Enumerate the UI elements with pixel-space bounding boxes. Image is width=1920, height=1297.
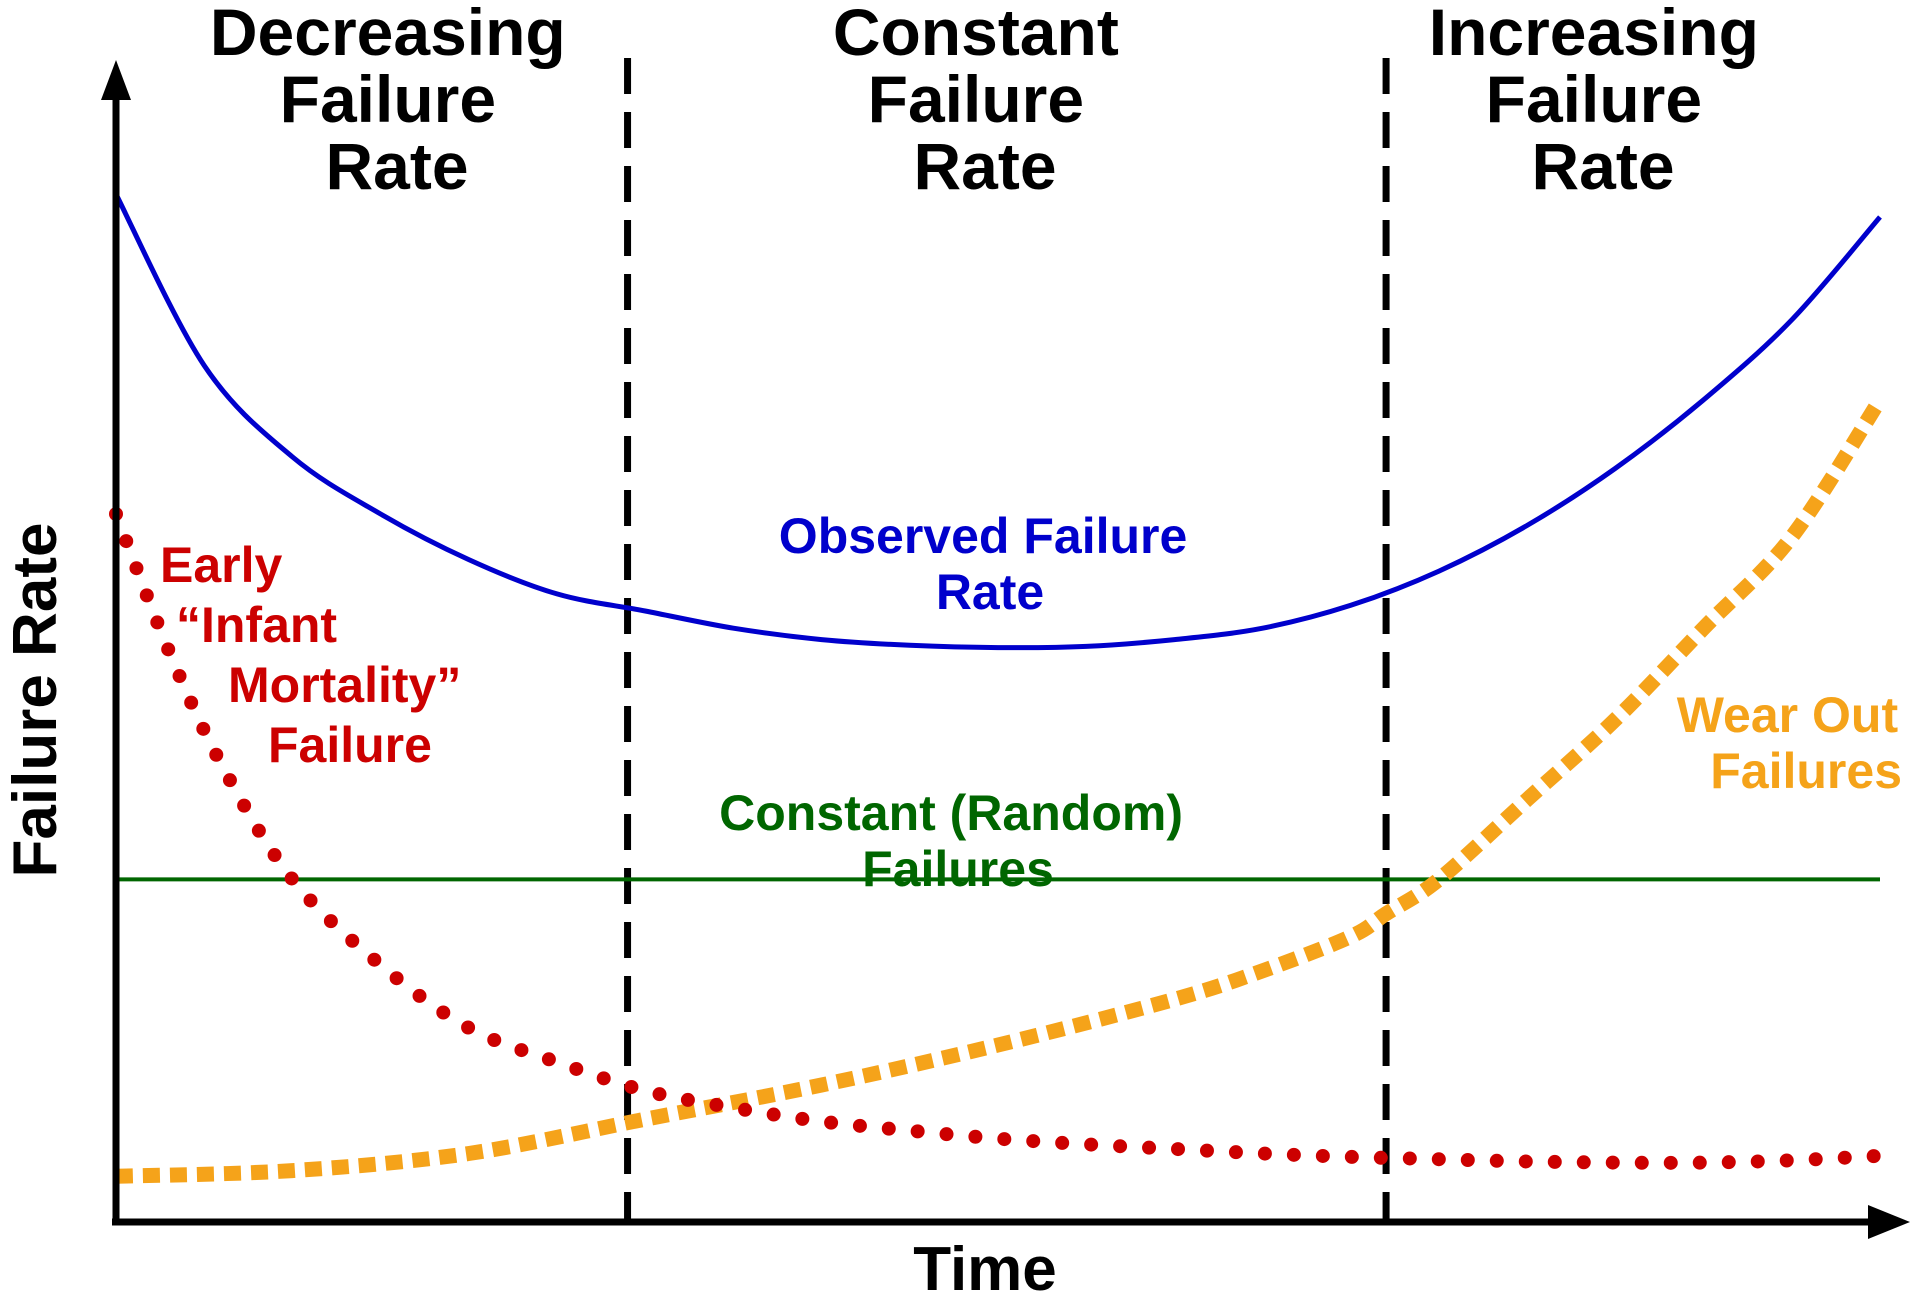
region-header-decreasing-line-1: Decreasing [210, 0, 566, 69]
region-header-increasing-line-2: Failure [1486, 62, 1702, 136]
constant-label-line-1: Constant (Random) [719, 785, 1183, 841]
region-header-constant: Constant Failure Rate [833, 0, 1137, 203]
observed-label-line-1: Observed Failure [779, 508, 1188, 564]
infant-mortality-label: Early “Infant Mortality” Failure [160, 537, 475, 773]
wear-out-failures-curve [115, 395, 1887, 1184]
infant-label-line-2: “Infant [176, 597, 337, 653]
region-header-constant-line-1: Constant [833, 0, 1119, 69]
observed-failure-rate-curve [113, 193, 1882, 651]
region-header-constant-line-2: Failure [868, 62, 1084, 136]
wear-label-line-1: Wear Out [1677, 687, 1899, 743]
region-header-constant-line-3: Rate [913, 129, 1056, 203]
wear-out-failures-label: Wear Out Failures [1677, 687, 1912, 799]
observed-label-line-2: Rate [936, 564, 1044, 620]
y-axis-title: Failure Rate [1, 523, 70, 878]
y-axis-arrowhead [101, 60, 131, 100]
x-axis-title: Time [913, 1235, 1057, 1297]
axes [101, 60, 1910, 1239]
region-header-decreasing: Decreasing Failure Rate [210, 0, 584, 203]
region-header-increasing: Increasing Failure Rate [1429, 0, 1777, 203]
region-headers: Decreasing Failure Rate Constant Failure… [210, 0, 1777, 203]
infant-label-line-4: Failure [268, 717, 432, 773]
constant-label-line-2: Failures [862, 841, 1054, 897]
infant-label-line-3: Mortality” [228, 657, 461, 713]
infant-mortality-curve [109, 507, 1887, 1170]
region-header-decreasing-line-3: Rate [325, 129, 468, 203]
constant-random-failures-label: Constant (Random) Failures [719, 785, 1197, 897]
wear-label-line-2: Failures [1710, 743, 1902, 799]
region-header-increasing-line-1: Increasing [1429, 0, 1759, 69]
infant-label-line-1: Early [160, 537, 283, 593]
region-header-increasing-line-3: Rate [1531, 129, 1674, 203]
x-axis-arrowhead [1868, 1205, 1910, 1239]
region-header-decreasing-line-2: Failure [280, 62, 496, 136]
observed-failure-rate-label: Observed Failure Rate [779, 508, 1201, 620]
